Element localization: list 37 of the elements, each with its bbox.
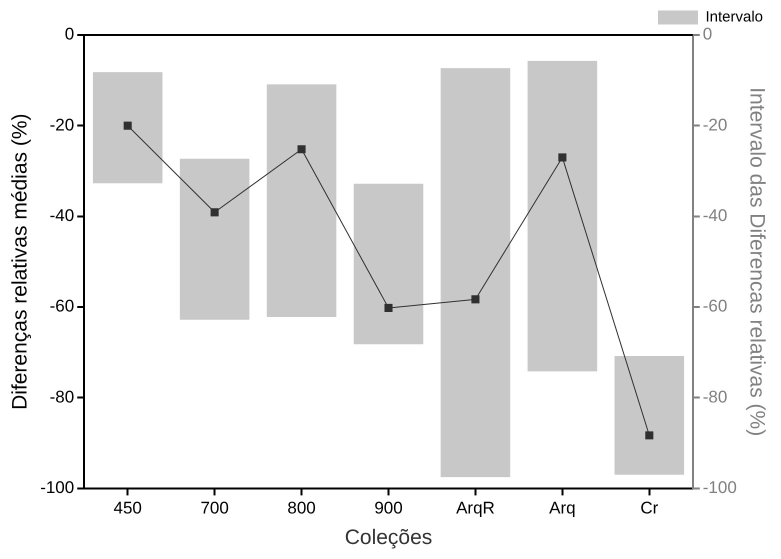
legend-label: Intervalo: [705, 8, 764, 26]
y-tick-label: -20: [50, 115, 74, 134]
point: [124, 122, 132, 130]
bar: [528, 60, 598, 372]
y2-tick-label: -60: [702, 296, 728, 316]
y2-tick-label: -20: [702, 115, 728, 134]
y-axis-title: Diferenças relativas médias (%): [8, 113, 32, 410]
y-tick-label: -100: [40, 478, 74, 498]
y-tick-label: -40: [50, 206, 74, 226]
point: [645, 431, 654, 440]
y-tick-label: -60: [50, 296, 74, 316]
point: [471, 295, 480, 304]
x-axis-title: Coleções: [344, 526, 432, 550]
x-tick-label: 800: [287, 498, 316, 518]
y-tick-label: -80: [50, 387, 74, 406]
x-tick-label: 450: [114, 498, 142, 518]
bar: [92, 72, 162, 184]
y2-tick-label: 0: [702, 24, 712, 44]
bar: [440, 68, 510, 478]
point: [558, 153, 566, 162]
point: [210, 208, 219, 216]
bar: [354, 184, 424, 344]
y2-tick-label: -100: [702, 478, 737, 498]
x-tick-label: Cr: [640, 498, 659, 518]
bar: [614, 356, 684, 475]
x-tick-label: 700: [200, 498, 229, 518]
x-tick-label: ArqR: [456, 498, 495, 518]
bar: [266, 84, 336, 318]
point: [384, 304, 393, 312]
y2-tick-label: -80: [702, 387, 728, 406]
x-tick-label: 900: [374, 498, 403, 518]
point: [298, 145, 306, 154]
y-tick-label: 0: [64, 24, 74, 44]
x-tick-label: Arq: [549, 498, 576, 518]
y2-axis-title: Intervalo das Diferencas relativas (%): [746, 87, 769, 436]
y2-tick-label: -40: [702, 206, 728, 226]
bar: [180, 158, 250, 320]
